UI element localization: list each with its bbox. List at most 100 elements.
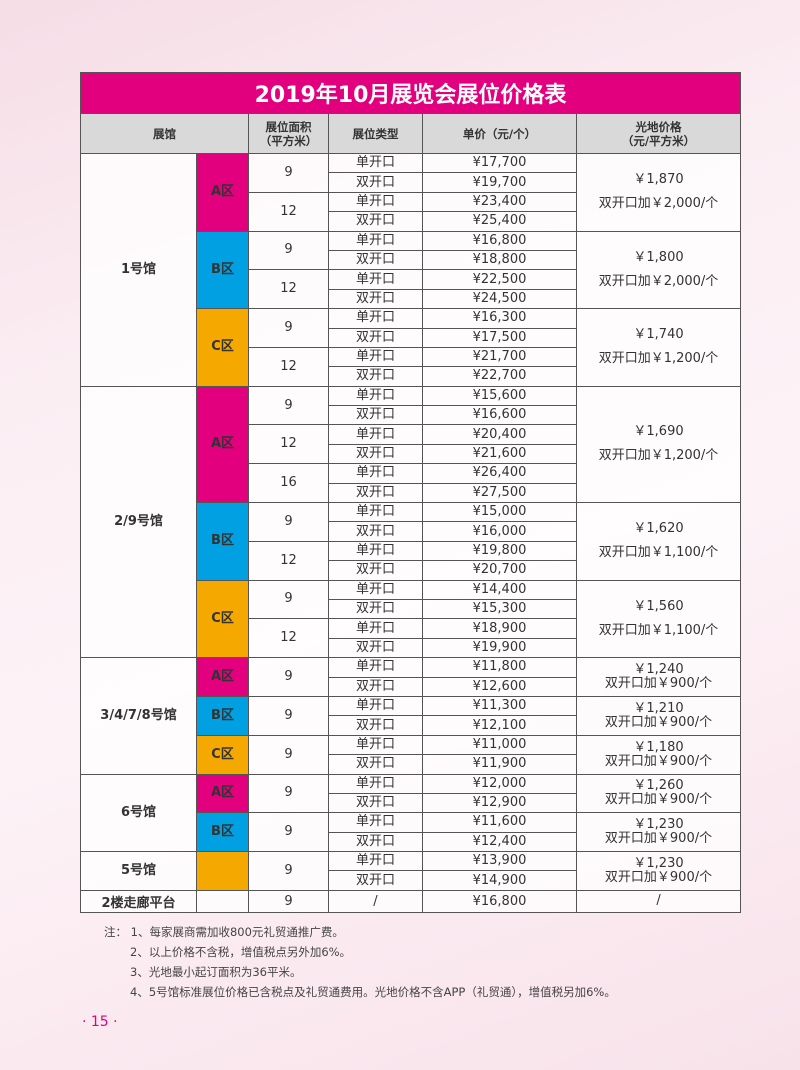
zone-label: B区	[196, 812, 249, 853]
unit-price: ¥12,400	[422, 831, 577, 853]
unit-price: ¥22,700	[422, 366, 577, 387]
unit-price: ¥21,600	[422, 443, 577, 465]
table-row: 双开口 ¥14,900	[81, 870, 741, 891]
unit-price: ¥19,900	[422, 637, 577, 659]
ground-double-open-surcharge: 双开口加￥900/个	[604, 753, 713, 769]
header-price: 单价（元/个）	[422, 113, 577, 154]
ground-double-open-surcharge: 双开口加￥1,200/个	[598, 351, 719, 367]
table-row: B区 9 单开口 ¥11,600 ￥1,230 双开口加￥900/个	[81, 812, 742, 853]
table-row: B区 9 单开口 ¥11,300 ￥1,210 双开口加￥900/个	[81, 695, 742, 736]
unit-price: ¥18,800	[422, 249, 577, 271]
booth-type: 双开口	[328, 482, 423, 504]
zone-label: B区	[196, 502, 249, 581]
unit-price: ¥19,800	[422, 540, 577, 562]
unit-price: ¥14,400	[422, 579, 577, 600]
booth-type: 双开口	[328, 831, 423, 853]
ground-price: ￥1,240 双开口加￥900/个	[575, 657, 742, 697]
unit-price: ¥11,300	[422, 695, 577, 717]
hall-name: 5号馆	[80, 851, 197, 891]
unit-price: ¥18,900	[422, 618, 577, 639]
note-3: 3、光地最小起订面积为36平米。	[130, 965, 302, 979]
unit-price: ¥12,000	[422, 773, 577, 794]
unit-price: ¥22,500	[422, 269, 577, 290]
ground-price: ￥1,870 双开口加￥2,000/个	[575, 153, 742, 232]
booth-type: 双开口	[328, 792, 423, 814]
ground-price-per-sqm: ￥1,740	[633, 327, 684, 343]
unit-price: ¥20,700	[422, 560, 577, 581]
table-row: 双开口 ¥19,700	[81, 172, 741, 193]
booth-area: 12	[248, 269, 329, 310]
ground-price-per-sqm: ￥1,240	[633, 662, 684, 678]
ground-price-per-sqm: ￥1,560	[633, 598, 684, 614]
unit-price: ¥12,100	[422, 715, 577, 736]
booth-type: 双开口	[328, 211, 423, 232]
booth-area: 9	[248, 579, 329, 620]
booth-area: 12	[248, 424, 329, 465]
unit-price: ¥13,900	[422, 851, 577, 872]
zone-label: C区	[196, 579, 249, 659]
ground-double-open-surcharge: 双开口加￥900/个	[604, 869, 713, 885]
unit-price: ¥17,700	[422, 152, 577, 174]
ground-double-open-surcharge: 双开口加￥1,100/个	[598, 622, 719, 638]
booth-type: 双开口	[328, 676, 423, 697]
booth-type: 单开口	[328, 579, 423, 600]
price-table-container: 2019年10月展览会展位价格表 展馆 展位面积 （平方米） 展位类型 单价（元/…	[79, 72, 742, 913]
ground-price: ￥1,620 双开口加￥1,100/个	[575, 502, 742, 581]
booth-area: 9	[248, 385, 329, 426]
unit-price: ¥12,600	[422, 676, 577, 697]
unit-price: ¥27,500	[422, 482, 577, 504]
note-2: 2、以上价格不含税，增值税点另外加6%。	[130, 945, 352, 959]
table-row: 3/4/7/8号馆 A区 9 单开口 ¥11,800 ￥1,240 双开口加￥900/个	[80, 657, 742, 775]
table-row: 双开口 ¥12,900	[81, 792, 741, 814]
booth-area: 9	[248, 734, 329, 775]
booth-type: 双开口	[328, 172, 423, 193]
booth-type: 单开口	[328, 734, 423, 756]
ground-price-per-sqm: ￥1,230	[633, 817, 684, 833]
booth-type: 双开口	[328, 715, 423, 736]
unit-price: ¥15,000	[422, 502, 577, 523]
booth-type: 双开口	[328, 560, 423, 581]
booth-type: 单开口	[328, 424, 423, 445]
unit-price: ¥15,300	[422, 598, 577, 620]
ground-price-per-sqm: ￥1,210	[633, 700, 684, 716]
booth-type: 单开口	[328, 308, 423, 329]
ground-price-per-sqm: ￥1,690	[633, 424, 684, 440]
zone-label: C区	[196, 308, 249, 387]
table-body: 1号馆 A区 9 单开口 ¥17,700 ￥1,870 双开口加￥2,000/个 双开口 ¥19…	[80, 152, 742, 913]
booth-type: 双开口	[328, 443, 423, 465]
header-hall: 展馆	[80, 113, 249, 154]
zone-label: C区	[196, 734, 249, 775]
header-ground-line2: （元/平方米）	[621, 133, 696, 148]
ground-price: ￥1,180 双开口加￥900/个	[575, 734, 742, 775]
hall-name: 2楼走廊平台	[80, 889, 197, 913]
unit-price: ¥11,600	[422, 812, 577, 833]
ground-double-open-surcharge: 双开口加￥2,000/个	[598, 273, 719, 289]
booth-type: 双开口	[328, 288, 423, 310]
booth-type: 单开口	[328, 851, 423, 872]
ground-double-open-surcharge: 双开口加￥2,000/个	[598, 196, 719, 212]
unit-price: ¥20,400	[422, 424, 577, 445]
table-row: 2楼走廊平台 9/¥16,800/	[80, 889, 742, 913]
zone-label: A区	[196, 153, 249, 232]
booth-type: 单开口	[328, 230, 423, 251]
booth-area: 12	[248, 191, 329, 232]
page-number: · 15 ·	[82, 1014, 118, 1030]
table-row: 双开口 ¥12,600	[81, 676, 741, 697]
ground-price-per-sqm: /	[656, 893, 661, 909]
table-row: 12 单开口 ¥23,400	[81, 191, 741, 232]
booth-area: 9	[248, 230, 329, 271]
table-row: C区 9 单开口 ¥11,000 ￥1,180 双开口加￥900/个	[81, 734, 742, 775]
booth-type: 双开口	[328, 598, 423, 620]
ground-price-per-sqm: ￥1,620	[633, 521, 684, 537]
unit-price: ¥19,700	[422, 172, 577, 193]
unit-price: ¥16,300	[422, 308, 577, 329]
ground-price: /	[575, 889, 742, 913]
table-row: 双开口 ¥12,100	[81, 715, 741, 736]
zone-label: A区	[196, 657, 249, 697]
unit-price: ¥23,400	[422, 191, 577, 213]
zone-label	[196, 851, 249, 891]
zone-label: B区	[196, 230, 249, 310]
booth-type: 单开口	[328, 695, 423, 717]
booth-area: 9	[248, 812, 329, 853]
booth-type: 单开口	[328, 463, 423, 484]
